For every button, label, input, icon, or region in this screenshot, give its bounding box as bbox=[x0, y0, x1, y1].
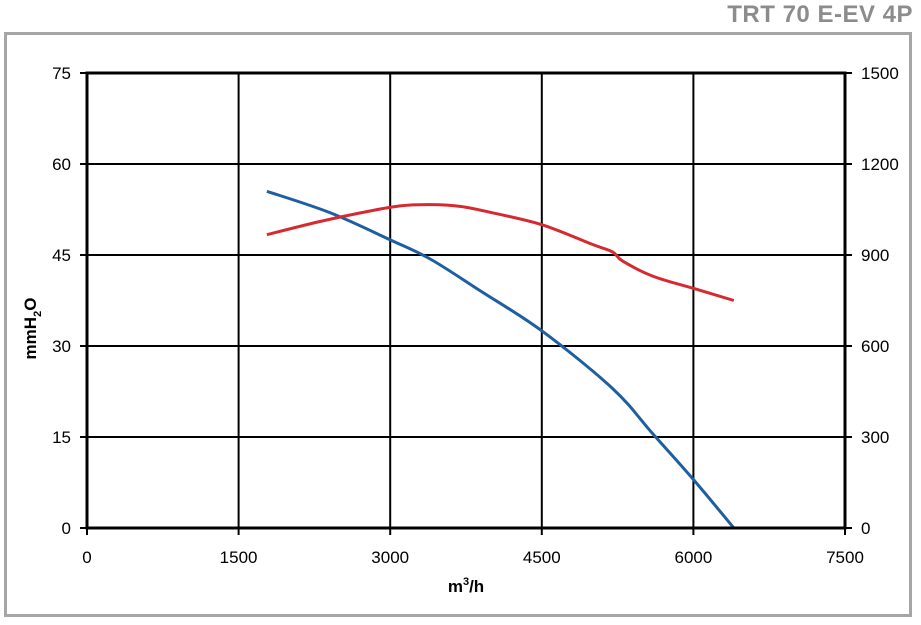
x-tick-label: 3000 bbox=[371, 548, 409, 567]
y-left-tick-label: 15 bbox=[52, 428, 71, 447]
y-axis-title-tail: O bbox=[21, 298, 40, 311]
y-right-tick-label: 1500 bbox=[861, 64, 899, 83]
y-left-tick-label: 0 bbox=[62, 519, 71, 538]
plot-border bbox=[85, 71, 847, 530]
y-left-tick-label: 30 bbox=[52, 337, 71, 356]
pressure-curve-line bbox=[266, 189, 735, 529]
series-layer bbox=[266, 189, 735, 529]
x-tick-label: 4500 bbox=[523, 548, 561, 567]
y-right-tick-label: 300 bbox=[861, 428, 889, 447]
y-axis-title-base: mmH bbox=[21, 317, 40, 360]
y-axis-title-sub: 2 bbox=[32, 311, 44, 317]
chart-frame bbox=[4, 32, 912, 617]
x-tick-label: 6000 bbox=[674, 548, 712, 567]
y-right-tick-label: 1200 bbox=[861, 155, 899, 174]
x-tick-label: 0 bbox=[82, 548, 91, 567]
y-axis-title: mmH2O bbox=[21, 298, 44, 360]
y-left-tick-label: 75 bbox=[52, 64, 71, 83]
x-axis-title-tail: /h bbox=[469, 577, 484, 596]
x-tick-label: 1500 bbox=[220, 548, 258, 567]
x-axis-title-base: m bbox=[448, 577, 463, 596]
y-right-tick-label: 0 bbox=[861, 519, 870, 538]
grid-layer bbox=[87, 73, 845, 528]
y-right-tick-label: 900 bbox=[861, 246, 889, 265]
power-curve-line bbox=[266, 203, 735, 302]
y-right-tick-label: 600 bbox=[861, 337, 889, 356]
x-tick-label: 7500 bbox=[826, 548, 864, 567]
x-axis-title-sup: 3 bbox=[463, 576, 469, 588]
y-left-tick-label: 60 bbox=[52, 155, 71, 174]
x-axis-title: m3/h bbox=[448, 576, 484, 596]
y-left-tick-label: 45 bbox=[52, 246, 71, 265]
model-title: TRT 70 E-EV 4P bbox=[727, 1, 913, 28]
ticks-layer bbox=[80, 72, 852, 535]
